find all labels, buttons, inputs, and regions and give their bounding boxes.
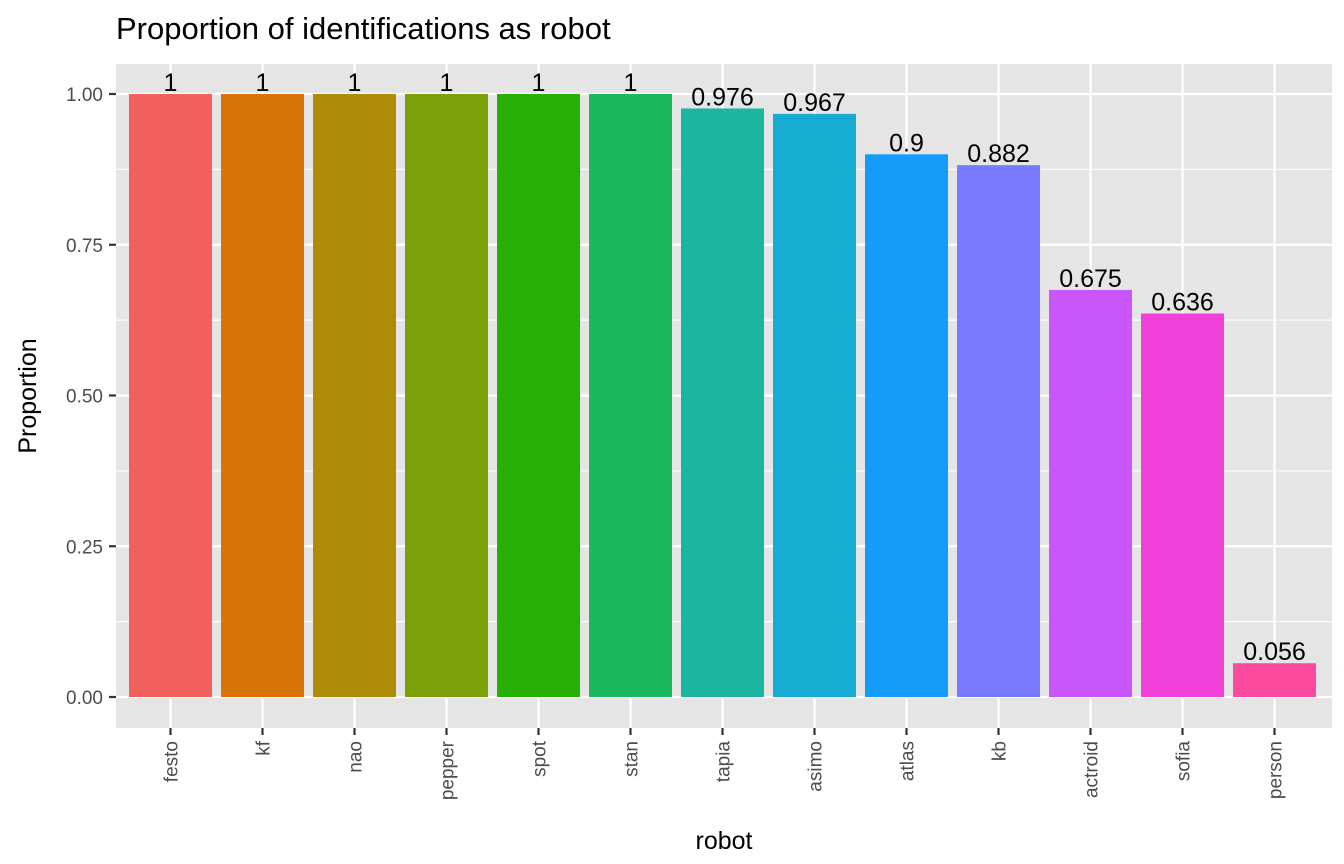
data-label-nao: 1 — [348, 69, 362, 97]
y-tick-label: 0.00 — [66, 688, 103, 709]
y-tick-label: 0.50 — [66, 387, 103, 408]
x-tick-label-person: person — [1266, 741, 1287, 799]
chart-title: Proportion of identifications as robot — [116, 11, 611, 46]
x-tick-label-kf: kf — [254, 740, 275, 756]
bar-festo — [129, 94, 212, 697]
x-tick-label-nao: nao — [346, 741, 367, 773]
bar-person — [1233, 663, 1316, 697]
bar-stan — [589, 94, 672, 697]
x-tick-label-kb: kb — [990, 741, 1011, 761]
y-axis-title: Proportion — [14, 338, 42, 453]
bar-atlas — [865, 154, 948, 698]
x-tick-label-tapia: tapia — [714, 741, 735, 783]
data-label-kf: 1 — [256, 69, 270, 97]
bar-asimo — [773, 113, 856, 698]
x-tick-label-stan: stan — [622, 741, 643, 777]
bar-tapia — [681, 108, 764, 698]
data-label-actroid: 0.675 — [1059, 265, 1122, 293]
data-labels: 1 1 1 1 1 1 0.976 0.967 0.9 0.882 0.675 0.636 0.056 — [164, 69, 1306, 666]
x-tick-label-pepper: pepper — [438, 740, 459, 800]
bar-actroid — [1049, 289, 1132, 697]
data-label-sofia: 0.636 — [1151, 288, 1214, 316]
y-tick-label: 0.25 — [66, 537, 103, 558]
x-tick-label-actroid: actroid — [1082, 741, 1103, 798]
y-tick-label: 1.00 — [66, 85, 103, 106]
data-label-pepper: 1 — [440, 69, 454, 97]
bar-spot — [497, 94, 580, 697]
data-label-festo: 1 — [164, 69, 178, 97]
bar-kf — [221, 94, 304, 697]
bar-pepper — [405, 94, 488, 697]
data-label-spot: 1 — [532, 69, 546, 97]
data-label-stan: 1 — [624, 69, 638, 97]
x-axis: festo kf nao pepper spot stan tapia asimo atlas k… — [162, 728, 1287, 800]
bar-nao — [313, 94, 396, 697]
x-tick-label-sofia: sofia — [1174, 741, 1195, 782]
bar-kb — [957, 165, 1040, 698]
x-tick-label-spot: spot — [530, 740, 551, 777]
x-tick-label-asimo: asimo — [806, 741, 827, 792]
x-axis-title: robot — [696, 827, 753, 855]
data-label-asimo: 0.967 — [783, 89, 846, 117]
data-label-tapia: 0.976 — [691, 83, 754, 111]
x-tick-label-festo: festo — [162, 741, 183, 782]
y-axis: 0.00 0.25 0.50 0.75 1.00 — [66, 85, 116, 709]
data-label-kb: 0.882 — [967, 140, 1030, 168]
bar-sofia — [1141, 313, 1224, 697]
bars — [129, 94, 1316, 698]
data-label-person: 0.056 — [1243, 638, 1306, 666]
x-tick-label-atlas: atlas — [898, 741, 919, 781]
y-tick-label: 0.75 — [66, 236, 103, 257]
data-label-atlas: 0.9 — [889, 129, 924, 157]
